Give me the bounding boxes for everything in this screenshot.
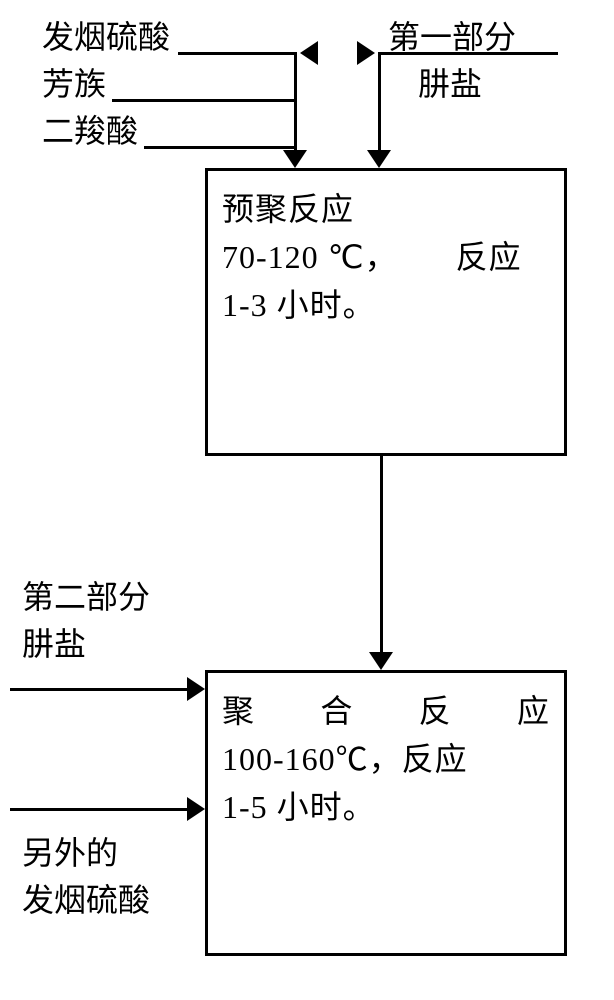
- label-additional-line2: 发烟硫酸: [22, 875, 150, 921]
- line-topright-h: [378, 52, 558, 55]
- arrowhead-meeting-right: [357, 41, 375, 65]
- box1-line3: 1-3 小时。: [222, 281, 376, 331]
- line-top-vertical-left: [294, 52, 297, 154]
- arrowhead-meeting-left: [300, 41, 318, 65]
- line-mid-vertical: [380, 456, 383, 656]
- label-first-portion-line2: 肼盐: [418, 59, 482, 105]
- label-second-portion-line1: 第二部分: [22, 572, 150, 618]
- line-left2-h: [10, 808, 190, 811]
- box1-line2a: 70-120 ℃，: [222, 239, 398, 275]
- box2-line3: 1-5 小时。: [222, 783, 376, 833]
- box2-line2: 100-160℃，反应: [222, 735, 468, 785]
- box-polymerization: 聚 合 反 应 100-160℃，反应 1-5 小时。: [205, 670, 567, 956]
- box-prepolymerization: 预聚反应 70-120 ℃， 反应 1-3 小时。: [205, 168, 567, 456]
- box1-line2b: 反应: [456, 239, 522, 275]
- box2-line1: 聚 合 反 应: [222, 687, 550, 737]
- label-aromatic: 芳族: [42, 59, 106, 105]
- arrowhead-into-box1-right: [367, 150, 391, 168]
- box1-line1: 预聚反应: [222, 185, 354, 235]
- line-input1-h: [178, 52, 297, 55]
- label-second-portion-line2: 肼盐: [22, 619, 86, 665]
- arrowhead-left1: [187, 677, 205, 701]
- label-dicarboxylic-acid: 二羧酸: [42, 106, 138, 152]
- arrowhead-left2: [187, 797, 205, 821]
- label-additional-line1: 另外的: [22, 828, 118, 874]
- line-top-vertical-right: [378, 52, 381, 154]
- box1-line2: 70-120 ℃， 反应: [222, 233, 522, 283]
- arrowhead-into-box1-left: [283, 150, 307, 168]
- label-fuming-sulfuric-acid: 发烟硫酸: [42, 12, 170, 58]
- line-input2-h: [112, 99, 297, 102]
- line-input3-h: [144, 146, 297, 149]
- arrowhead-into-box2-top: [369, 652, 393, 670]
- line-left1-h: [10, 688, 190, 691]
